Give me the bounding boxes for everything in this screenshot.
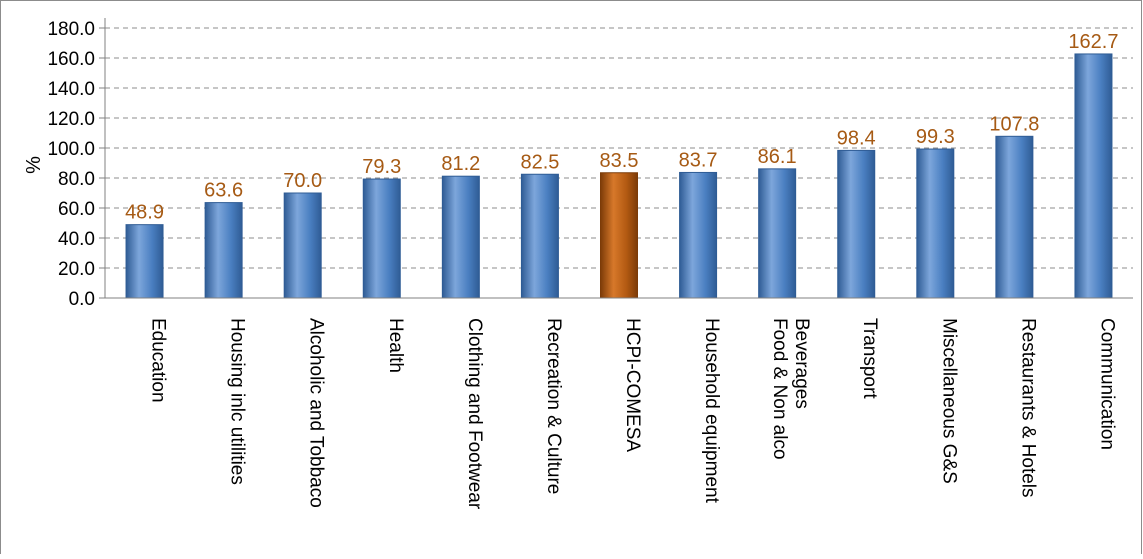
value-label: 83.7 <box>679 149 718 171</box>
value-label: 86.1 <box>758 146 797 168</box>
bars <box>125 53 1113 299</box>
bar <box>283 192 322 299</box>
bar <box>204 202 243 299</box>
bar <box>916 148 955 299</box>
value-label: 63.6 <box>204 180 243 202</box>
value-label: 98.4 <box>837 127 876 149</box>
y-tick-label: 20.0 <box>58 259 95 280</box>
bar <box>125 224 164 299</box>
x-tick-label: Education <box>148 318 169 403</box>
x-tick-label: Recreation & Culture <box>543 318 564 494</box>
value-label: 81.2 <box>441 153 480 175</box>
x-tick-label: Clothing and Footwear <box>464 318 485 510</box>
y-tick-labels: 0.0 20.0 40.0 60.0 80.0 100.0 120.0 140.0 160.0 1… <box>47 19 95 310</box>
x-tick-label: Health <box>385 318 406 373</box>
value-label: 82.5 <box>520 151 559 173</box>
x-tick-label: Housing inlc utilities <box>227 318 248 485</box>
axes <box>104 18 1133 299</box>
value-label: 162.7 <box>1068 31 1118 53</box>
bar <box>837 149 876 299</box>
value-label: 107.8 <box>989 113 1039 135</box>
x-tick-label: Restaurants & Hotels <box>1017 318 1038 498</box>
y-tick-label: 160.0 <box>47 49 95 70</box>
bar <box>679 171 718 299</box>
bar <box>1074 53 1113 299</box>
bar <box>995 135 1034 299</box>
y-tick-label: 120.0 <box>47 109 95 130</box>
x-tick-label: Miscellaneous G&S <box>938 318 959 484</box>
value-label: 48.9 <box>125 202 164 224</box>
y-tick-label: 40.0 <box>58 229 95 250</box>
bar <box>520 173 559 299</box>
x-tick-label: Communication <box>1096 318 1117 450</box>
bar <box>441 175 480 299</box>
x-tick-labels: Education Housing inlc utilities Alcoholic… <box>148 318 1118 510</box>
value-label: 83.5 <box>600 150 639 172</box>
bar <box>362 178 401 299</box>
y-tick-label: 60.0 <box>58 199 95 220</box>
x-tick-label: Transport <box>859 318 880 399</box>
y-tick-label: 100.0 <box>47 139 95 160</box>
x-tick-label: Food & Non alco <box>769 318 790 460</box>
x-tick-label: Household equipment <box>701 318 722 504</box>
value-label: 79.3 <box>362 156 401 178</box>
bar <box>758 168 797 299</box>
y-tick-label: 0.0 <box>69 289 95 310</box>
value-label: 99.3 <box>916 126 955 148</box>
bar <box>600 172 638 299</box>
y-tick-label: 140.0 <box>47 79 95 100</box>
value-labels: 48.9 63.6 70.0 79.3 81.2 82.5 83.5 83.7 86.1 98.4… <box>125 31 1118 224</box>
y-tick-label: 80.0 <box>58 169 95 190</box>
x-tick-label: HCPI-COMESA <box>622 318 643 452</box>
y-tick-label: 180.0 <box>47 19 95 40</box>
x-tick-label: Beverages <box>791 318 812 409</box>
value-label: 70.0 <box>283 170 322 192</box>
x-tick-label: Alcoholic and Tobbaco <box>306 318 327 508</box>
y-axis-title: % <box>23 156 45 174</box>
